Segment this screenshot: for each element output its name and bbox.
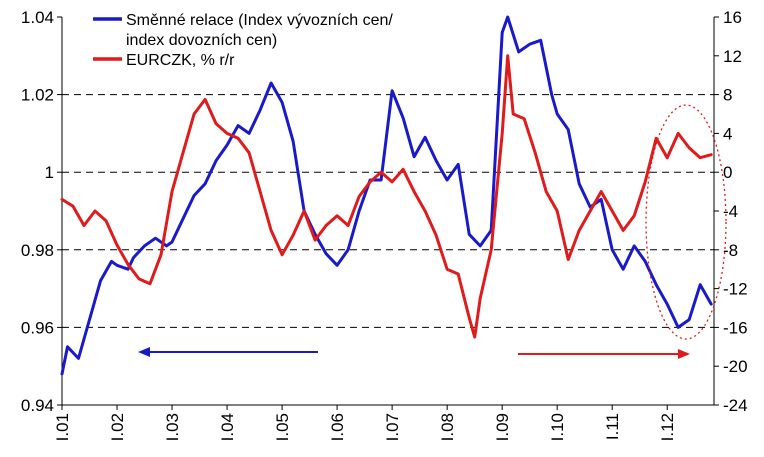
red-arrow-head	[678, 349, 690, 359]
x-tick-label: I.02	[108, 413, 127, 441]
legend-label-terms-of-trade-cont: index dovozních cen)	[126, 32, 277, 49]
x-tick-label: I.10	[548, 413, 567, 441]
y-left-tick-label: 0.96	[21, 318, 54, 337]
x-tick-label: I.08	[438, 413, 457, 441]
y-right-tick-label: -24	[723, 396, 748, 415]
x-tick-label: I.07	[383, 413, 402, 441]
y-right-tick-label: -4	[723, 202, 738, 221]
highlight-ellipse	[645, 104, 727, 340]
legend-label-terms-of-trade: Směnné relace (Index vývozních cen/	[126, 12, 393, 29]
y-left-tick-label: 0.94	[21, 396, 54, 415]
x-tick-label: I.06	[328, 413, 347, 441]
series-line-terms-of-trade	[60, 15, 713, 376]
y-right-tick-label: -20	[723, 357, 748, 376]
y-right-tick-label: -8	[723, 241, 738, 260]
x-tick-label: I.03	[163, 413, 182, 441]
y-right-tick-label: 16	[723, 8, 742, 27]
y-left-tick-label: 0.98	[21, 241, 54, 260]
y-right-tick-label: -16	[723, 318, 748, 337]
y-left-tick-label: 1	[45, 163, 54, 182]
y-right-tick-label: 0	[723, 163, 732, 182]
series-line-eurczk	[60, 54, 713, 339]
y-right-tick-label: 8	[723, 86, 732, 105]
y-left-tick-label: 1.02	[21, 86, 54, 105]
x-tick-label: I.12	[658, 413, 677, 441]
y-right-tick-label: 12	[723, 47, 742, 66]
y-right-tick-label: -12	[723, 280, 748, 299]
y-right-tick-label: 4	[723, 124, 732, 143]
legend-label-eurczk: EURCZK, % r/r	[126, 52, 235, 69]
y-left-tick-label: 1.04	[21, 8, 54, 27]
x-tick-label: I.04	[218, 413, 237, 441]
blue-arrow-head	[138, 347, 150, 357]
x-tick-label: I.09	[493, 413, 512, 441]
x-tick-label: I.11	[603, 413, 622, 440]
x-tick-label: I.01	[53, 413, 72, 441]
x-tick-label: I.05	[273, 413, 292, 441]
